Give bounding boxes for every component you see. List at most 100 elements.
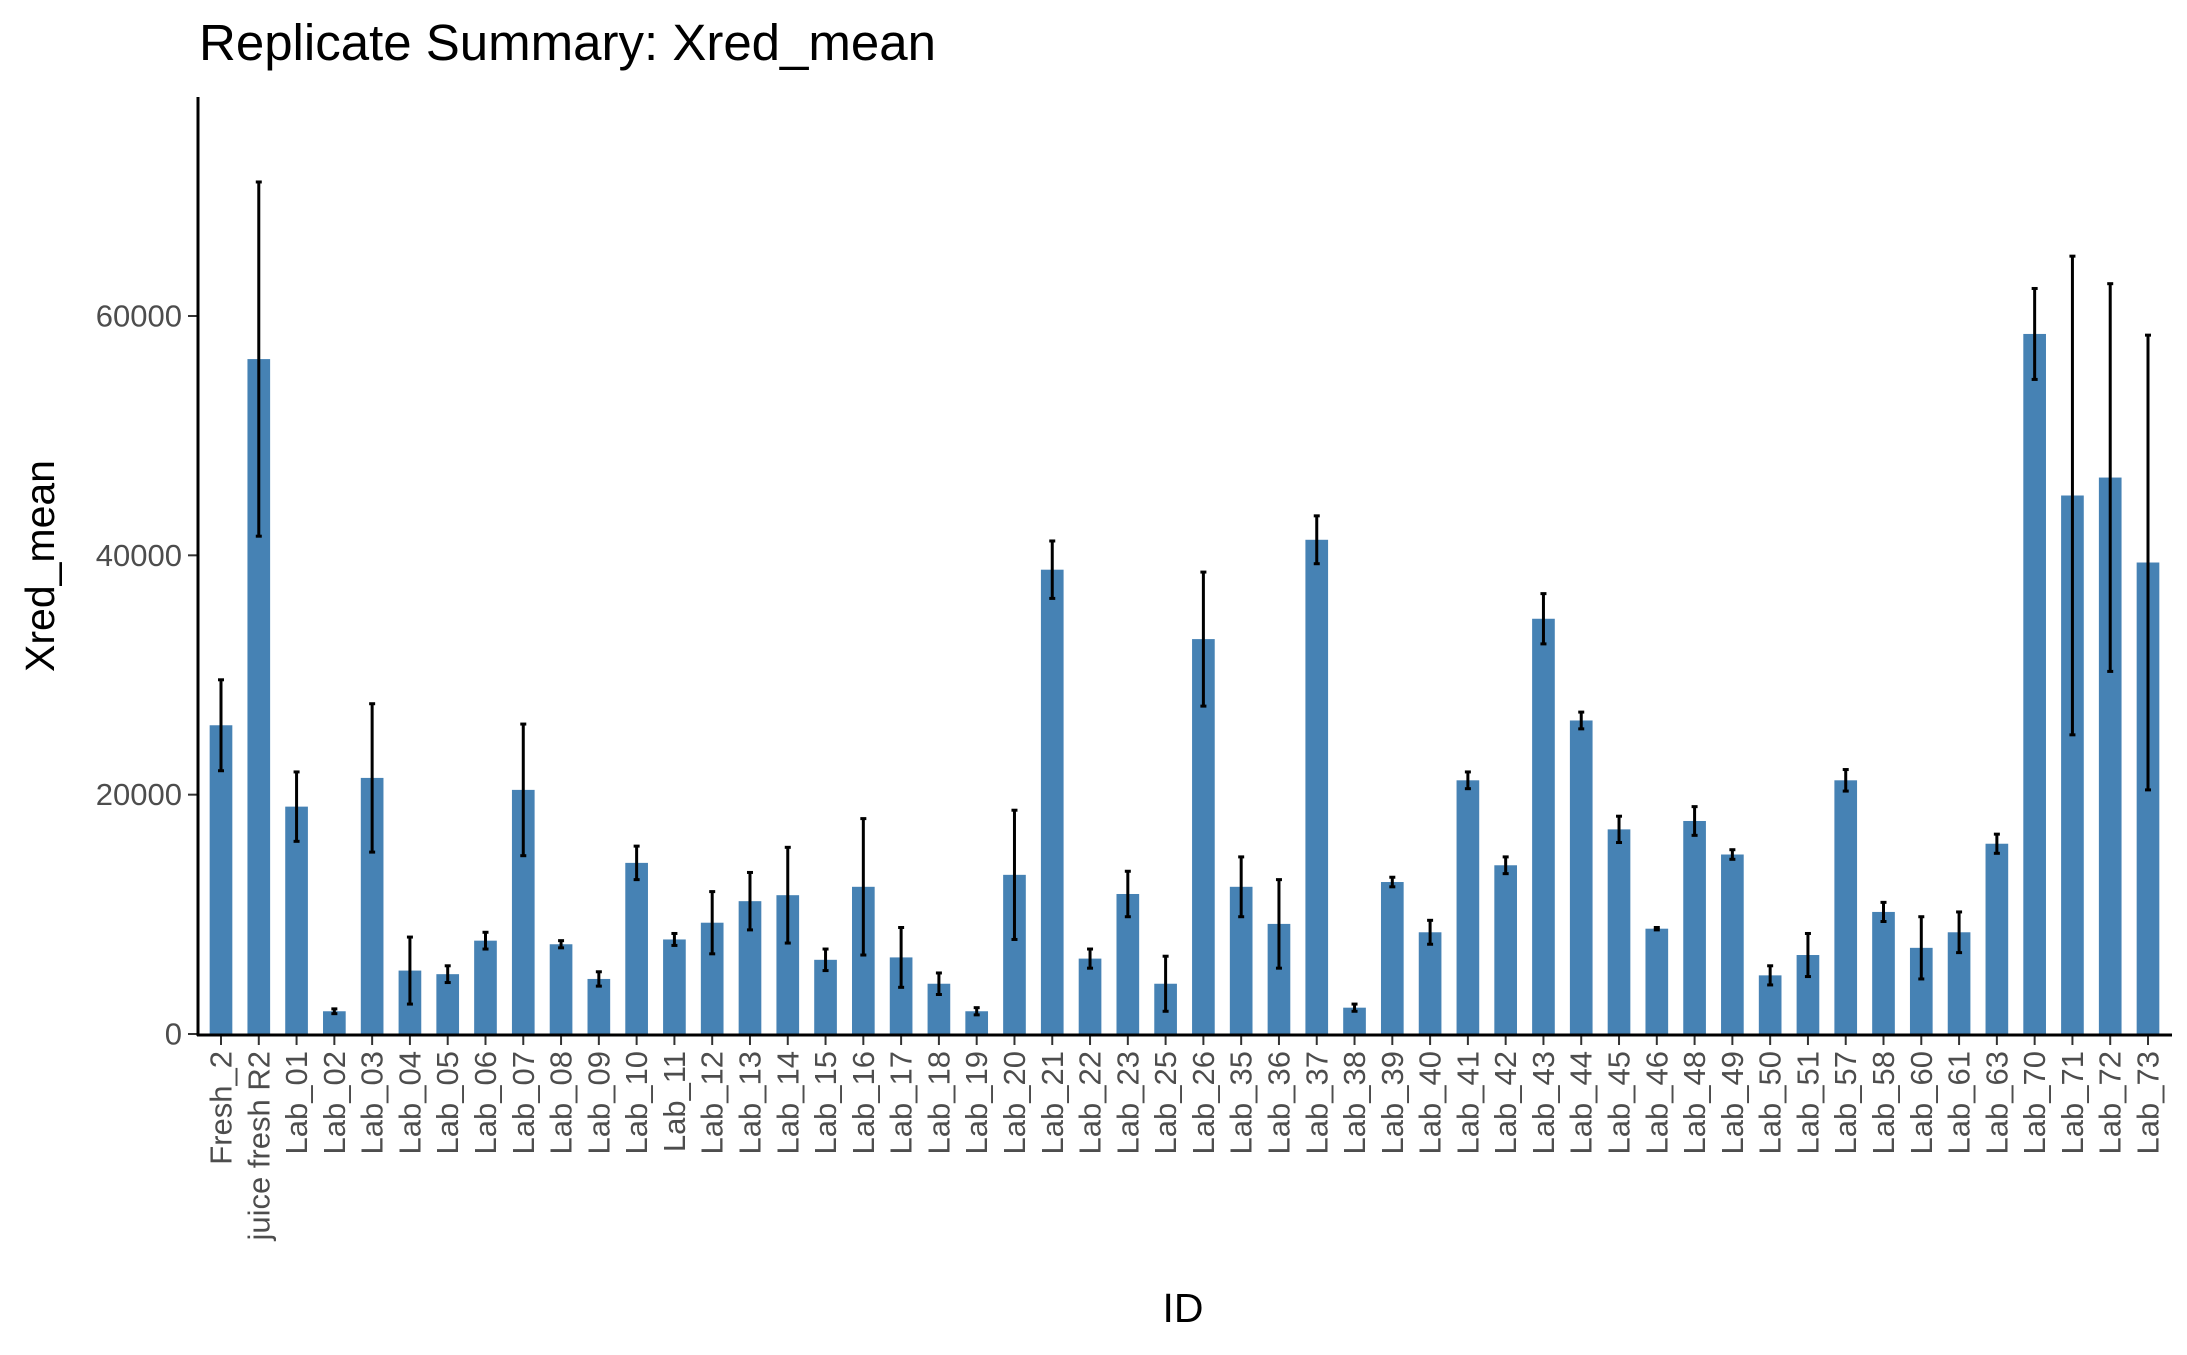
y-tick-label: 20000	[96, 777, 182, 812]
bar	[1532, 618, 1555, 1034]
x-tick-label: Lab_71	[2055, 1051, 2090, 1154]
x-tick-label: Lab_08	[544, 1051, 579, 1154]
x-tick-label: Lab_73	[2131, 1051, 2166, 1154]
x-tick-label: Lab_72	[2093, 1051, 2128, 1154]
x-tick-label: Lab_61	[1942, 1051, 1977, 1154]
bar	[852, 886, 875, 1034]
x-tick-label: Lab_46	[1639, 1051, 1674, 1154]
bar	[511, 789, 535, 1034]
bar	[474, 940, 497, 1034]
bar	[1116, 893, 1140, 1034]
x-tick-label: Lab_45	[1602, 1051, 1637, 1154]
x-tick-label: Lab_02	[317, 1051, 352, 1154]
x-tick-label: Lab_22	[1073, 1051, 1108, 1154]
x-tick-label: Lab_21	[1035, 1051, 1070, 1154]
x-tick-label: Lab_06	[468, 1051, 503, 1154]
bar	[663, 939, 686, 1034]
y-tick-label: 60000	[96, 299, 182, 334]
bar	[1040, 569, 1064, 1034]
bar	[776, 895, 800, 1034]
bar	[1192, 639, 1215, 1034]
bar	[209, 725, 233, 1034]
x-tick-label: Lab_26	[1186, 1051, 1221, 1154]
x-tick-label: Lab_60	[1904, 1051, 1939, 1154]
bar	[1267, 923, 1291, 1034]
bar	[1683, 820, 1706, 1034]
bar	[1078, 958, 1102, 1034]
bar	[927, 983, 951, 1034]
x-tick-label: Lab_49	[1715, 1051, 1750, 1154]
x-tick-label: Lab_13	[732, 1051, 767, 1154]
bar	[1343, 1007, 1366, 1034]
x-tick-label: Lab_38	[1337, 1051, 1372, 1154]
bar	[2136, 562, 2160, 1034]
bar	[2023, 333, 2046, 1034]
x-tick-label: Lab_15	[808, 1051, 843, 1154]
bar	[965, 1011, 989, 1034]
x-tick-label: juice fresh R2	[241, 1051, 276, 1242]
x-tick-label: Lab_20	[997, 1051, 1032, 1154]
x-tick-label: Lab_35	[1224, 1051, 1259, 1154]
x-tick-label: Lab_43	[1526, 1051, 1561, 1154]
bar	[1947, 932, 1971, 1034]
y-tick-label: 0	[165, 1017, 182, 1052]
x-tick-label: Lab_05	[430, 1051, 465, 1154]
bar	[587, 978, 611, 1034]
bar	[2098, 477, 2122, 1034]
x-tick-label: Lab_11	[657, 1051, 692, 1152]
bar	[1645, 928, 1669, 1034]
x-tick-label: Lab_12	[695, 1051, 730, 1154]
bar	[323, 1011, 346, 1034]
x-tick-label: Lab_50	[1753, 1051, 1788, 1154]
chart-title: Replicate Summary: Xred_mean	[199, 14, 936, 71]
bar	[1380, 882, 1404, 1034]
x-tick-label: Lab_10	[619, 1051, 654, 1154]
bar	[1834, 780, 1858, 1034]
bar	[549, 944, 573, 1034]
bar	[814, 959, 837, 1034]
x-tick-label: Lab_70	[2017, 1051, 2052, 1154]
bar	[625, 862, 648, 1034]
bar	[1494, 865, 1517, 1034]
x-tick-label: Lab_23	[1110, 1051, 1145, 1154]
x-tick-label: Lab_63	[1979, 1051, 2014, 1154]
x-tick-label: Lab_42	[1488, 1051, 1523, 1154]
x-tick-label: Lab_51	[1790, 1051, 1825, 1154]
x-tick-label: Lab_14	[770, 1051, 805, 1154]
x-tick-label: Lab_18	[921, 1051, 956, 1154]
bar	[738, 901, 762, 1034]
x-tick-label: Lab_16	[846, 1051, 881, 1154]
bar	[889, 957, 913, 1034]
y-axis-label: Xred_mean	[17, 460, 63, 672]
x-axis-label: ID	[1163, 1285, 1204, 1331]
x-tick-label: Lab_19	[959, 1051, 994, 1154]
x-tick-label: Lab_09	[581, 1051, 616, 1154]
x-tick-label: Lab_03	[355, 1051, 390, 1154]
bar	[1796, 955, 1820, 1034]
bar	[1758, 975, 1782, 1034]
bar	[1229, 886, 1253, 1034]
bar	[1607, 829, 1631, 1034]
x-tick-label: Lab_07	[506, 1051, 541, 1154]
x-tick-label: Lab_04	[392, 1051, 427, 1154]
bar	[1003, 874, 1026, 1034]
bar	[1872, 911, 1895, 1034]
bar	[1721, 854, 1744, 1034]
bar	[436, 974, 460, 1034]
x-tick-label: Lab_37	[1299, 1051, 1334, 1154]
bar	[700, 922, 724, 1034]
x-tick-label: Lab_58	[1866, 1051, 1901, 1154]
x-tick-label: Lab_36	[1261, 1051, 1296, 1154]
x-tick-label: Lab_40	[1413, 1051, 1448, 1154]
bar	[2061, 495, 2084, 1034]
x-tick-label: Lab_01	[279, 1051, 314, 1154]
bar	[360, 777, 384, 1034]
bar	[1456, 780, 1480, 1034]
bar	[1985, 843, 2009, 1034]
bar	[285, 806, 308, 1034]
bar	[1909, 947, 1933, 1034]
x-tick-label: Fresh_2	[204, 1051, 239, 1165]
y-tick-label: 40000	[96, 538, 182, 573]
